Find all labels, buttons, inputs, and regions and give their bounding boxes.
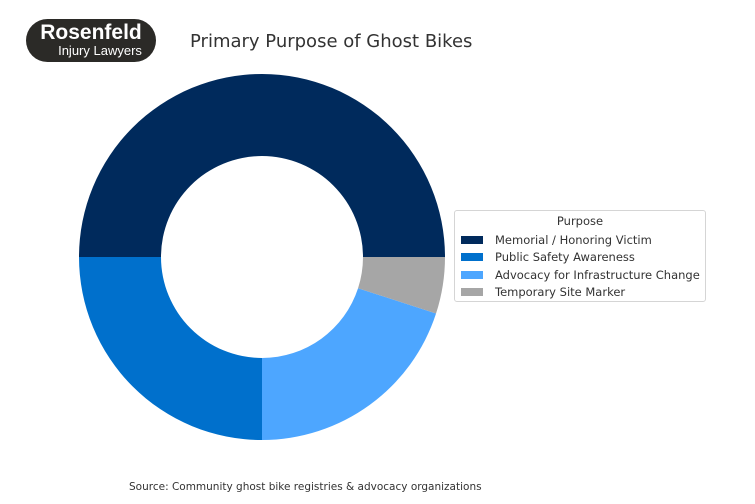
slice-memorial-honoring-victim bbox=[79, 74, 445, 257]
legend-item: Advocacy for Infrastructure Change bbox=[455, 266, 705, 284]
legend-title: Purpose bbox=[556, 214, 604, 228]
legend-label: Temporary Site Marker bbox=[495, 285, 626, 300]
chart-title: Primary Purpose of Ghost Bikes bbox=[190, 31, 473, 52]
source-note: Source: Community ghost bike registries … bbox=[129, 481, 482, 493]
logo-line2: Injury Lawyers bbox=[58, 43, 142, 58]
slice-advocacy-for-infrastructure-change bbox=[262, 288, 437, 440]
legend-swatch bbox=[461, 288, 483, 297]
logo: Rosenfeld Injury Lawyers bbox=[26, 19, 156, 62]
legend-label: Public Safety Awareness bbox=[495, 250, 635, 265]
slice-public-safety-awareness bbox=[79, 257, 262, 440]
legend-swatch bbox=[461, 253, 483, 262]
legend-item: Memorial / Honoring Victim bbox=[455, 231, 705, 249]
legend-item: Temporary Site Marker bbox=[455, 284, 705, 302]
legend-label: Memorial / Honoring Victim bbox=[495, 232, 652, 247]
legend-swatch bbox=[461, 235, 483, 244]
legend: Purpose Memorial / Honoring Victim Public… bbox=[454, 210, 706, 302]
legend-item: Public Safety Awareness bbox=[455, 249, 705, 267]
logo-line1: Rosenfeld bbox=[40, 21, 142, 44]
slice-temporary-site-marker bbox=[358, 257, 445, 314]
legend-swatch bbox=[461, 270, 483, 279]
legend-label: Advocacy for Infrastructure Change bbox=[495, 267, 700, 282]
